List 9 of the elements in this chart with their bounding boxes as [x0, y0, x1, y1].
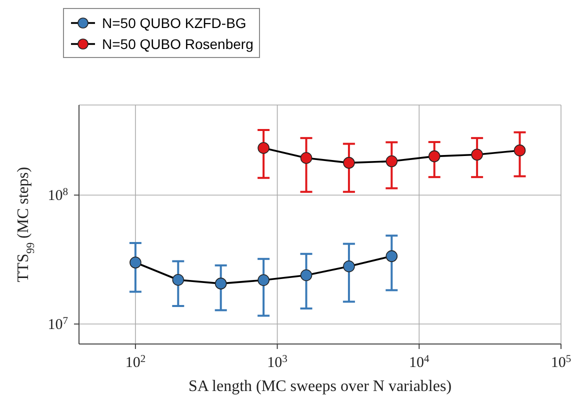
- x-tick-label: 10$^{2}$: [125, 354, 146, 371]
- x-tick-label: 10$^{5}$: [550, 354, 572, 371]
- y-tick-label: 10$^{7}$: [48, 316, 68, 334]
- y-tick-label: 10$^{8}$: [48, 186, 68, 204]
- legend-label: N=50 QUBO Rosenberg: [102, 36, 254, 52]
- legend-label: N=50 QUBO KZFD-BG: [102, 14, 246, 30]
- x-axis-title: SA length (MC sweeps over N variables): [188, 378, 452, 395]
- x-tick-label: 10$^{3}$: [267, 354, 288, 371]
- x-tick-label: 10$^{4}$: [409, 354, 430, 371]
